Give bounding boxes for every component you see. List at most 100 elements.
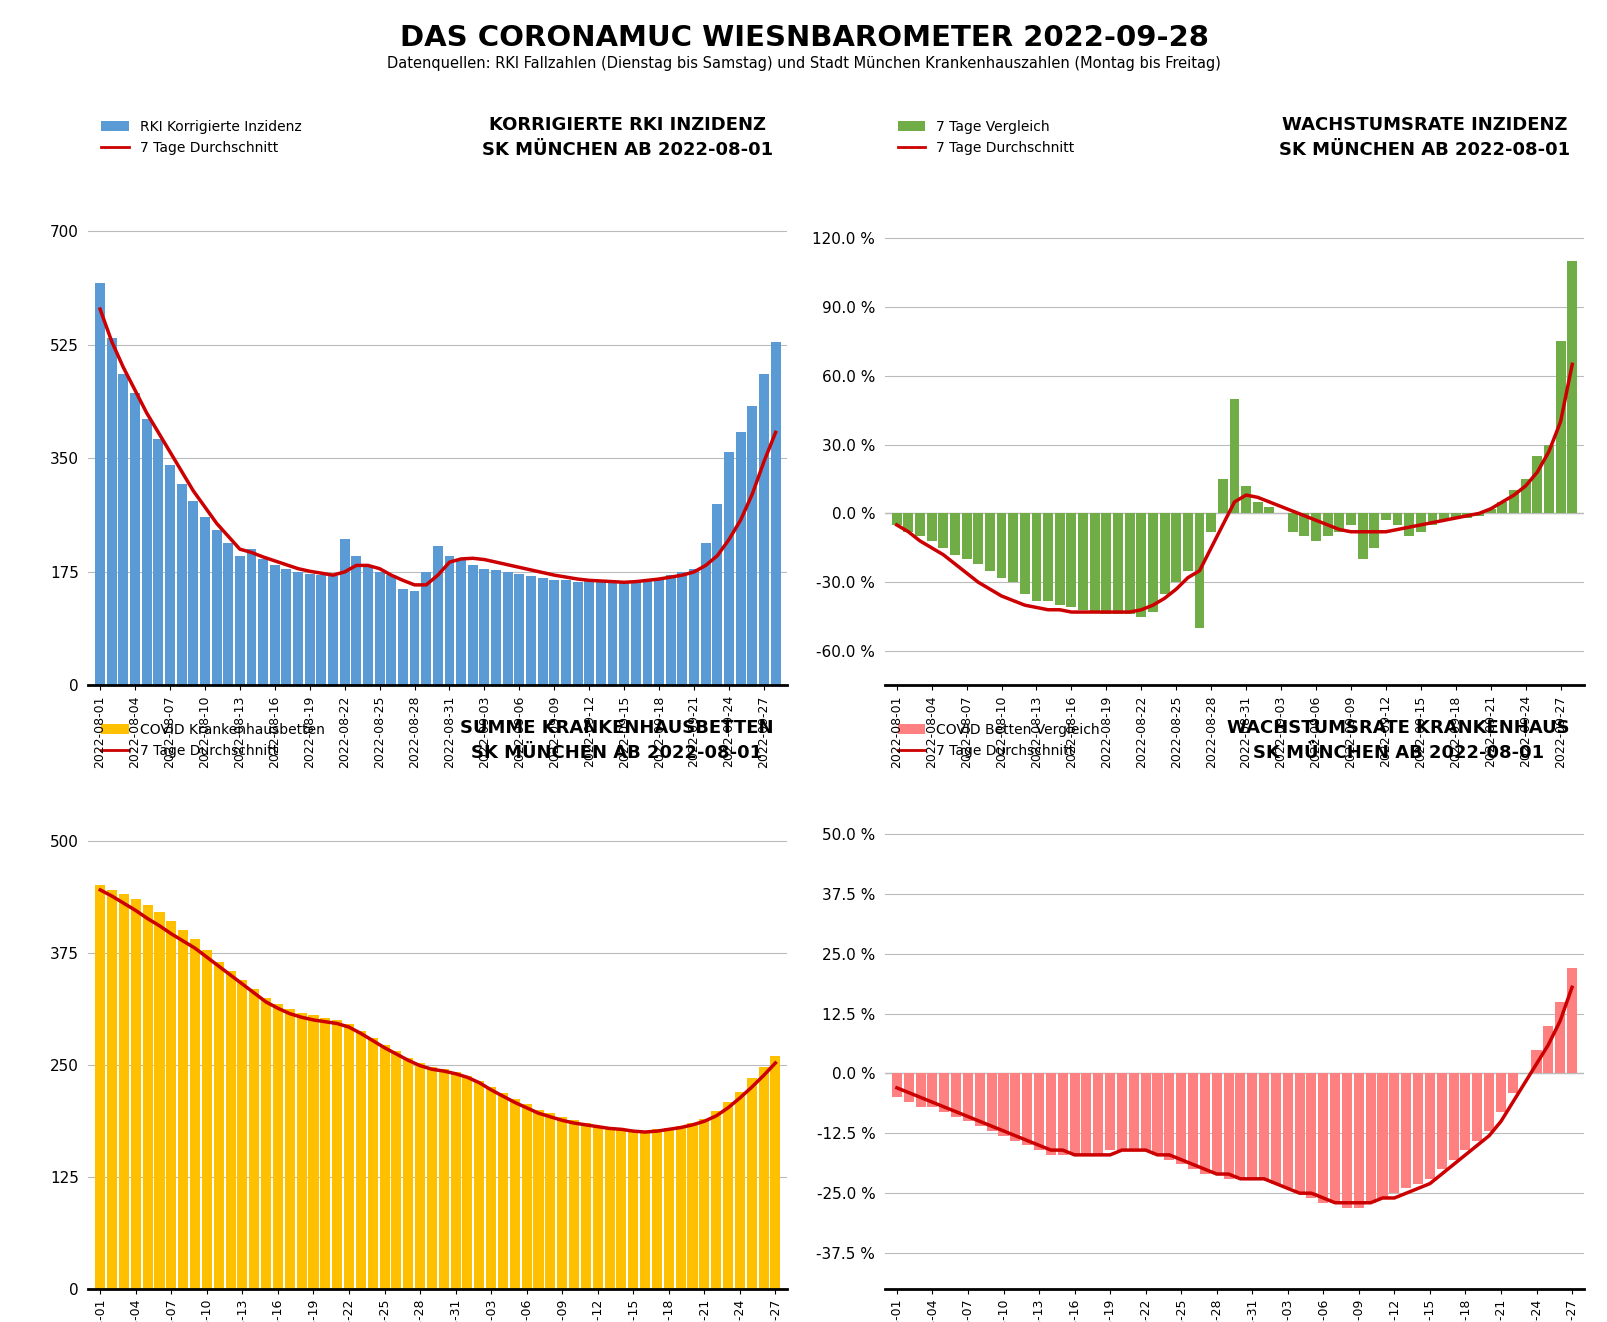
Bar xyxy=(619,583,628,685)
Bar xyxy=(296,1013,307,1289)
Bar xyxy=(914,1073,926,1107)
Bar xyxy=(607,583,617,685)
Legend: RKI Korrigierte Inzidenz, 7 Tage Durchschnitt: RKI Korrigierte Inzidenz, 7 Tage Durchsc… xyxy=(95,114,307,160)
Bar xyxy=(130,394,140,685)
Bar xyxy=(305,574,315,685)
Bar xyxy=(1392,513,1401,525)
Bar xyxy=(1263,506,1274,513)
Bar xyxy=(410,591,419,685)
Bar xyxy=(961,513,971,559)
Bar xyxy=(108,890,117,1289)
Bar xyxy=(415,1063,424,1289)
Bar xyxy=(119,895,129,1289)
Bar xyxy=(391,1051,402,1289)
Bar xyxy=(379,1046,389,1289)
Bar xyxy=(320,1018,329,1289)
Bar xyxy=(1567,262,1576,513)
Bar xyxy=(479,568,489,685)
Bar xyxy=(583,580,595,685)
Bar xyxy=(1194,513,1204,628)
Bar xyxy=(593,1126,603,1289)
Bar xyxy=(1496,502,1506,513)
Bar xyxy=(1019,513,1028,594)
Bar xyxy=(1369,513,1379,547)
Bar xyxy=(514,574,524,685)
Bar xyxy=(723,1103,733,1289)
Bar xyxy=(463,1076,472,1289)
Bar xyxy=(1554,1002,1564,1073)
Bar xyxy=(926,513,935,541)
Bar xyxy=(212,530,222,685)
Text: Datenquellen: RKI Fallzahlen (Dienstag bis Samstag) und Stadt München Krankenhau: Datenquellen: RKI Fallzahlen (Dienstag b… xyxy=(387,56,1220,70)
Bar xyxy=(963,1073,972,1121)
Text: KORRIGIERTE RKI INZIDENZ
SK MÜNCHEN AB 2022-08-01: KORRIGIERTE RKI INZIDENZ SK MÜNCHEN AB 2… xyxy=(482,115,773,159)
Bar xyxy=(1139,1073,1151,1150)
Bar xyxy=(688,1124,697,1289)
Bar xyxy=(154,912,164,1289)
Bar xyxy=(1104,1073,1115,1150)
Bar xyxy=(1152,1073,1162,1155)
Bar xyxy=(1229,399,1239,513)
Bar xyxy=(525,576,535,685)
Text: WACHSTUMSRATE KRANKENHAUS
SK MÜNCHEN AB 2022-08-01: WACHSTUMSRATE KRANKENHAUS SK MÜNCHEN AB … xyxy=(1226,719,1568,761)
Bar xyxy=(397,590,408,685)
Bar xyxy=(1117,1073,1127,1150)
Bar xyxy=(1543,1026,1552,1073)
Bar xyxy=(1199,1073,1208,1174)
Bar xyxy=(746,1079,757,1289)
Bar xyxy=(1188,1073,1197,1169)
Bar xyxy=(677,572,686,685)
Bar xyxy=(521,1104,532,1289)
Bar xyxy=(119,374,129,685)
Bar xyxy=(166,921,177,1289)
Bar xyxy=(628,1132,638,1289)
Bar xyxy=(927,1073,937,1107)
Bar xyxy=(439,1069,448,1289)
Bar xyxy=(503,572,513,685)
Bar xyxy=(1136,513,1146,616)
Bar xyxy=(1472,1073,1482,1141)
Bar xyxy=(421,572,431,685)
Bar xyxy=(534,1109,543,1289)
Bar xyxy=(1520,479,1530,513)
Bar xyxy=(1043,513,1053,600)
Bar xyxy=(474,1081,484,1289)
Bar xyxy=(166,465,175,685)
Bar xyxy=(1241,486,1250,513)
Bar xyxy=(509,1099,519,1289)
Bar xyxy=(1212,1073,1221,1174)
Bar xyxy=(759,374,768,685)
Text: SUMME KRANKENHAUSBETTEN
SK MÜNCHEN AB 2022-08-01: SUMME KRANKENHAUSBETTEN SK MÜNCHEN AB 20… xyxy=(460,719,773,761)
Bar xyxy=(651,1129,662,1289)
Bar xyxy=(1427,513,1437,525)
Bar xyxy=(188,501,198,685)
Bar xyxy=(355,1031,366,1289)
Bar xyxy=(569,1120,579,1289)
Bar xyxy=(1287,513,1297,531)
Bar xyxy=(938,513,948,547)
Bar xyxy=(352,555,362,685)
Bar xyxy=(1223,1073,1233,1179)
Bar xyxy=(214,961,223,1289)
Bar xyxy=(1022,1073,1032,1145)
Bar xyxy=(1175,1073,1186,1165)
Bar xyxy=(468,566,477,685)
Bar xyxy=(317,575,326,685)
Bar xyxy=(1353,1073,1363,1207)
Bar xyxy=(736,432,746,685)
Bar xyxy=(665,575,675,685)
Bar xyxy=(141,419,151,685)
Bar xyxy=(1364,1073,1376,1203)
Bar xyxy=(1530,1050,1541,1073)
Bar xyxy=(561,580,570,685)
Bar xyxy=(1163,1073,1173,1159)
Bar xyxy=(1310,513,1319,541)
Bar xyxy=(498,1093,508,1289)
Bar xyxy=(1159,513,1168,594)
Bar xyxy=(223,543,233,685)
Bar xyxy=(734,1092,744,1289)
Bar xyxy=(1045,1073,1056,1155)
Bar xyxy=(1388,1073,1398,1194)
Text: Die um Nachmeldungen korrigierte 7 Tage Inzidenz: Die um Nachmeldungen korrigierte 7 Tage … xyxy=(141,941,487,954)
Text: Anmerkung:: Anmerkung: xyxy=(884,941,975,954)
